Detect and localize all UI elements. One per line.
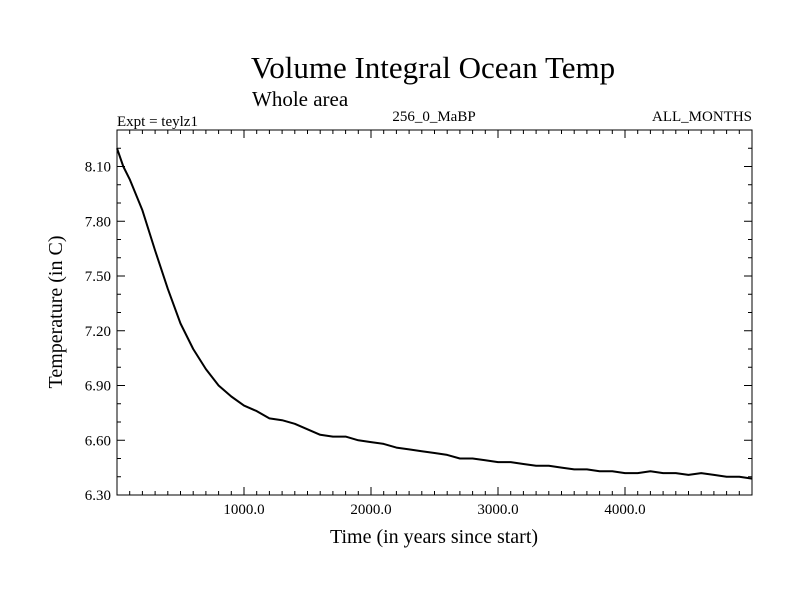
months-label: ALL_MONTHS [652,109,752,125]
x-axis-label: Time (in years since start) [330,526,538,548]
data-series [116,147,753,480]
y-tick-label: 7.50 [85,269,111,285]
y-tick-label: 6.90 [85,379,111,395]
plot-frame [116,129,753,496]
temperature-line [116,147,753,480]
x-tick-label: 1000.0 [223,502,264,518]
y-tick-label: 6.60 [85,433,111,449]
chart-subtitle: Whole area [252,87,349,111]
y-axis-label: Temperature (in C) [45,236,67,389]
y-tick-label: 7.20 [85,324,111,340]
chart-title: Volume Integral Ocean Temp [251,50,615,85]
y-tick-label: 6.30 [85,488,111,504]
x-tick-label: 4000.0 [604,502,645,518]
y-tick-label: 7.80 [85,214,111,230]
x-tick-label: 3000.0 [477,502,518,518]
tick-marks [117,130,752,495]
x-tick-label: 2000.0 [350,502,391,518]
y-tick-label: 8.10 [85,160,111,176]
experiment-label: Expt = teylz1 [117,114,198,130]
tick-labels: 1000.0 2000.0 3000.0 4000.0 6.30 6.60 6.90 7.20… [85,160,646,519]
period-label: 256_0_MaBP [392,109,475,125]
